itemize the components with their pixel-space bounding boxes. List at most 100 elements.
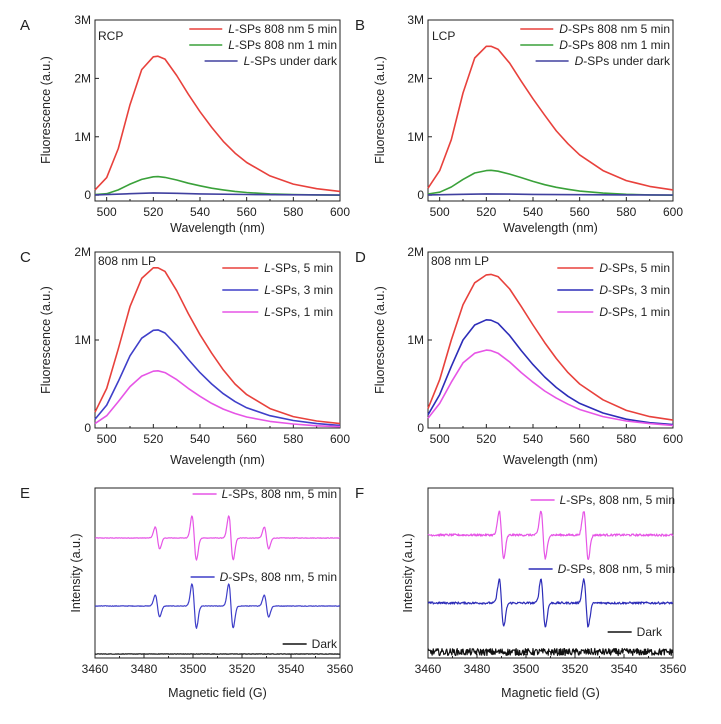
panel-a: A 500 520 540 560 580 600 Wavelength (nm) Fluore… [20, 13, 350, 235]
plot-frame [427, 251, 674, 429]
x-tick-label: 580 [616, 205, 636, 219]
legend-label-c-2: L-SPs, 3 min [264, 283, 333, 297]
panel-annotation: LCP [432, 29, 455, 43]
series-line-2 [427, 578, 674, 628]
y-tick-label: 2M [407, 245, 424, 259]
legend-label-e-1: L-SPs, 808 nm, 5 min [222, 487, 337, 501]
series-line-3 [94, 370, 341, 428]
x-tick-label: 500 [97, 205, 117, 219]
x-axis-label: Wavelength (nm) [170, 453, 265, 467]
x-axis-label: Wavelength (nm) [170, 221, 265, 235]
panel-letter-f: F [355, 485, 364, 502]
series-line-2 [427, 169, 674, 196]
panel-letter-e: E [20, 485, 30, 502]
y-tick-label: 0 [84, 421, 91, 435]
y-tick-label: 2M [74, 71, 91, 85]
legend-label-d-3: D-SPs, 1 min [599, 305, 670, 319]
panel-letter-c: C [20, 249, 31, 266]
series-line-3 [427, 349, 674, 427]
x-tick-label: 520 [476, 205, 496, 219]
legend-label-f-3: Dark [637, 625, 663, 639]
y-tick-label: 1M [74, 333, 91, 347]
y-tick-label: 1M [407, 130, 424, 144]
legend-label-e-2: D-SPs, 808 nm, 5 min [220, 570, 337, 584]
x-tick-label: 580 [283, 432, 303, 446]
x-tick-label: 3460 [82, 662, 109, 676]
x-tick-label: 600 [663, 432, 683, 446]
x-tick-label: 3520 [229, 662, 256, 676]
x-tick-label: 3480 [131, 662, 158, 676]
panel-annotation: RCP [98, 29, 123, 43]
y-tick-label: 1M [74, 130, 91, 144]
x-tick-label: 520 [143, 205, 163, 219]
x-tick-label: 520 [476, 432, 496, 446]
legend-label-f-1: L-SPs, 808 nm, 5 min [560, 493, 675, 507]
x-tick-label: 500 [430, 432, 450, 446]
x-tick-label: 500 [430, 205, 450, 219]
panel-letter-b: B [355, 17, 365, 34]
y-axis-label: Fluorescence (a.u.) [39, 56, 53, 164]
x-tick-label: 3560 [660, 662, 687, 676]
y-axis-label: Fluorescence (a.u.) [373, 286, 387, 394]
x-tick-label: 560 [570, 205, 590, 219]
series-line-1 [94, 55, 341, 193]
legend-label-f-2: D-SPs, 808 nm, 5 min [558, 562, 675, 576]
y-tick-label: 0 [417, 421, 424, 435]
x-tick-label: 540 [523, 205, 543, 219]
y-tick-label: 0 [84, 188, 91, 202]
x-tick-label: 520 [143, 432, 163, 446]
x-tick-label: 3540 [278, 662, 305, 676]
x-tick-label: 500 [97, 432, 117, 446]
x-axis-label: Wavelength (nm) [503, 221, 598, 235]
legend-label-d-2: D-SPs, 3 min [599, 283, 670, 297]
panel-letter-a: A [20, 17, 30, 34]
x-tick-label: 3480 [464, 662, 491, 676]
x-tick-label: 540 [523, 432, 543, 446]
y-axis-label: Fluorescence (a.u.) [373, 56, 387, 164]
panel-annotation: 808 nm LP [431, 254, 489, 268]
y-axis-label: Intensity (a.u.) [69, 533, 83, 612]
series-line-1 [94, 267, 341, 425]
series-line-1 [427, 273, 674, 421]
series-line-1 [427, 45, 674, 191]
x-tick-label: 580 [616, 432, 636, 446]
x-tick-label: 3500 [513, 662, 540, 676]
panel-letter-d: D [355, 249, 366, 266]
x-axis-label: Wavelength (nm) [503, 453, 598, 467]
legend-label-a-3: L-SPs under dark [244, 54, 338, 68]
x-axis-label: Magnetic field (G) [168, 686, 267, 700]
series-line-2 [427, 319, 674, 426]
panel-b: B 500 520 540 560 580 600 Wavelength (nm) Fluore… [355, 13, 683, 235]
y-tick-label: 3M [407, 13, 424, 27]
panel-e: E 3460 3480 3500 3520 3540 3560 Magnetic field … [20, 485, 354, 700]
panel-annotation: 808 nm LP [98, 254, 156, 268]
legend-label-c-1: L-SPs, 5 min [264, 261, 333, 275]
series-line-2 [94, 329, 341, 427]
x-tick-label: 600 [330, 432, 350, 446]
series-line-3 [427, 647, 674, 657]
legend-label-b-1: D-SPs 808 nm 5 min [559, 22, 670, 36]
y-tick-label: 2M [74, 245, 91, 259]
panel-d: D 500 520 540 560 580 600 Wavelength (nm) Fluore… [355, 245, 683, 467]
x-tick-label: 3540 [611, 662, 638, 676]
legend-label-c-3: L-SPs, 1 min [264, 305, 333, 319]
x-tick-label: 600 [663, 205, 683, 219]
series-line-1 [94, 515, 340, 561]
y-axis-label: Fluorescence (a.u.) [39, 286, 53, 394]
y-tick-label: 3M [74, 13, 91, 27]
series-line-1 [427, 510, 674, 560]
x-tick-label: 560 [570, 432, 590, 446]
x-tick-label: 580 [283, 205, 303, 219]
y-tick-label: 2M [407, 71, 424, 85]
x-tick-label: 3460 [415, 662, 442, 676]
x-tick-label: 3560 [327, 662, 354, 676]
legend-label-a-2: L-SPs 808 nm 1 min [228, 38, 337, 52]
series-line-3 [94, 192, 341, 196]
plot-frame [427, 19, 674, 202]
x-tick-label: 600 [330, 205, 350, 219]
series-line-2 [94, 583, 341, 629]
x-tick-label: 560 [237, 205, 257, 219]
x-axis-label: Magnetic field (G) [501, 686, 600, 700]
legend-label-b-3: D-SPs under dark [575, 54, 671, 68]
